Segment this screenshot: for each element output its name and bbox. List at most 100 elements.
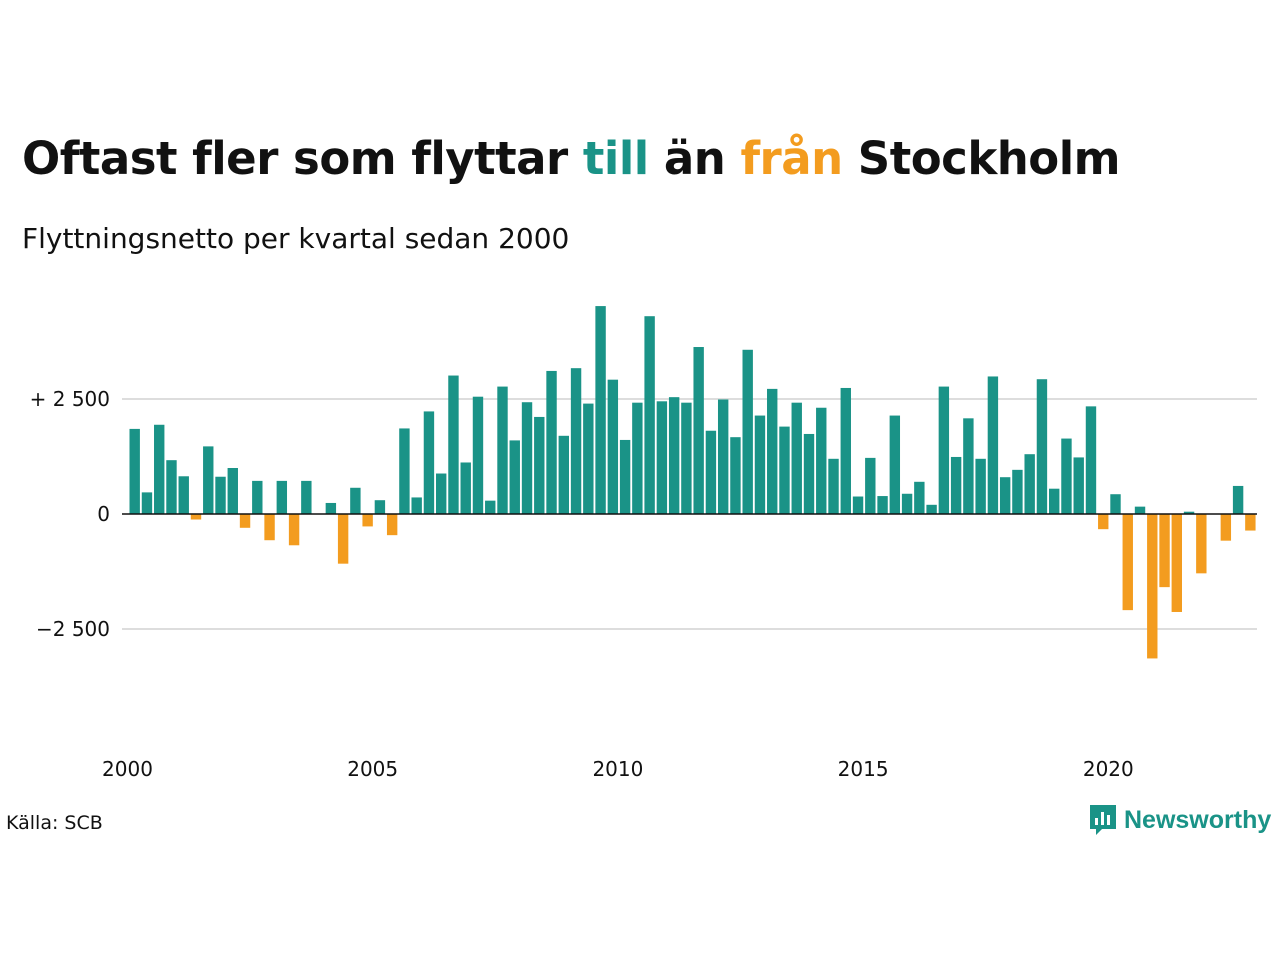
bar bbox=[129, 428, 140, 514]
bar bbox=[767, 388, 778, 514]
bar bbox=[460, 462, 471, 514]
bar bbox=[141, 492, 153, 514]
bar bbox=[472, 396, 484, 514]
source-note: Källa: SCB bbox=[6, 812, 103, 834]
bar bbox=[1122, 514, 1133, 611]
bar bbox=[399, 428, 410, 514]
bar bbox=[877, 496, 888, 514]
x-tick-label: 2010 bbox=[592, 757, 643, 781]
bar bbox=[668, 397, 680, 514]
bar bbox=[1110, 494, 1121, 514]
bar bbox=[386, 514, 398, 536]
bar bbox=[521, 402, 533, 514]
bar bbox=[595, 306, 606, 514]
bar bbox=[1073, 457, 1084, 514]
bar bbox=[717, 399, 729, 514]
bar bbox=[1049, 488, 1060, 514]
bar bbox=[926, 504, 937, 514]
bar bbox=[607, 379, 619, 514]
bar bbox=[570, 368, 582, 514]
brand-logo: Newsworthy bbox=[1088, 803, 1271, 837]
bar bbox=[754, 415, 766, 514]
bar bbox=[852, 496, 864, 514]
x-tick-label: 2015 bbox=[838, 757, 889, 781]
bar bbox=[987, 376, 999, 514]
bar bbox=[362, 514, 373, 527]
bar bbox=[583, 403, 594, 514]
bar bbox=[154, 424, 165, 514]
title-part-2: än bbox=[648, 132, 741, 185]
bar bbox=[816, 407, 827, 514]
bar bbox=[276, 480, 288, 514]
bar bbox=[166, 460, 177, 514]
bar bbox=[803, 433, 815, 514]
bar bbox=[227, 468, 238, 514]
y-tick-label: + 2 500 bbox=[30, 387, 110, 411]
bar bbox=[975, 458, 986, 514]
bar bbox=[1061, 438, 1072, 514]
bar bbox=[632, 402, 643, 514]
title-fran: från bbox=[740, 132, 843, 185]
bar bbox=[644, 316, 655, 514]
bar bbox=[546, 370, 557, 514]
bar bbox=[203, 446, 214, 514]
bar bbox=[914, 481, 925, 514]
bar bbox=[999, 477, 1011, 514]
bar bbox=[1098, 514, 1109, 530]
title-part-1: Oftast fler som flyttar bbox=[22, 132, 583, 185]
bar bbox=[178, 476, 189, 514]
x-tick-label: 2005 bbox=[347, 757, 398, 781]
bar bbox=[1085, 406, 1097, 514]
bar bbox=[1171, 514, 1182, 612]
bar bbox=[1159, 514, 1170, 588]
bar bbox=[252, 480, 263, 514]
brand-name: Newsworthy bbox=[1124, 805, 1272, 834]
x-tick-label: 2020 bbox=[1083, 757, 1134, 781]
bar bbox=[950, 456, 962, 514]
axes: + 2 500 0 −2 500 2000 2005 2010 2015 2020 bbox=[30, 387, 1257, 781]
bar bbox=[693, 347, 704, 514]
bar bbox=[656, 401, 668, 514]
bar bbox=[705, 430, 717, 514]
title-till: till bbox=[582, 132, 649, 185]
bar bbox=[865, 457, 876, 514]
bar-chart: + 2 500 0 −2 500 2000 2005 2010 2015 2020 bbox=[30, 306, 1257, 781]
bar bbox=[1220, 514, 1232, 541]
bar bbox=[534, 416, 545, 514]
bar bbox=[619, 439, 631, 514]
bar bbox=[1036, 379, 1048, 514]
bar bbox=[1196, 514, 1207, 574]
bar bbox=[423, 411, 435, 514]
bar bbox=[325, 502, 337, 514]
title-part-3: Stockholm bbox=[842, 132, 1121, 185]
bar bbox=[889, 415, 901, 514]
bar bbox=[1147, 514, 1158, 659]
bar bbox=[1183, 511, 1195, 514]
y-tick-label: −2 500 bbox=[36, 617, 110, 641]
bar bbox=[730, 437, 741, 514]
bar bbox=[963, 418, 974, 514]
bar bbox=[350, 487, 361, 514]
bar bbox=[497, 386, 508, 514]
bar bbox=[1245, 514, 1256, 531]
bar bbox=[742, 349, 753, 514]
newsworthy-logo-icon bbox=[1090, 805, 1116, 835]
bars bbox=[129, 306, 1256, 659]
bar bbox=[264, 514, 275, 541]
bar bbox=[840, 387, 851, 514]
bar bbox=[215, 476, 226, 514]
bar bbox=[411, 497, 422, 514]
bar bbox=[448, 375, 459, 514]
bar bbox=[901, 493, 913, 514]
x-tick-label: 2000 bbox=[102, 757, 153, 781]
bar bbox=[1232, 485, 1244, 514]
bar bbox=[779, 426, 790, 514]
bar bbox=[791, 402, 802, 514]
bar bbox=[337, 514, 349, 564]
bar bbox=[1024, 454, 1035, 514]
chart-title: Oftast fler som flyttar till än från Sto… bbox=[22, 132, 1121, 185]
bar bbox=[1012, 469, 1023, 514]
chart-subtitle: Flyttningsnetto per kvartal sedan 2000 bbox=[22, 222, 570, 255]
bar bbox=[436, 473, 447, 514]
bar bbox=[938, 386, 950, 514]
